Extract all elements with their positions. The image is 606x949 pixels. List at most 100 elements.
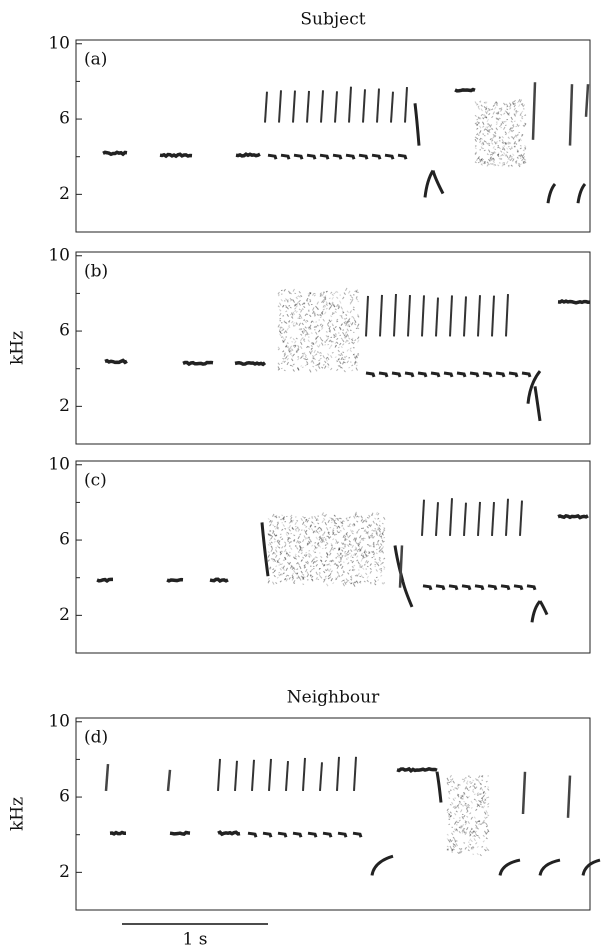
noise-stroke: [321, 300, 324, 303]
noise-stroke: [279, 330, 282, 333]
syllable: [371, 153, 382, 160]
y-tick-label: 2: [59, 605, 70, 625]
noise-stroke: [365, 554, 368, 556]
noise-stroke: [522, 153, 525, 157]
noise-stroke: [333, 333, 336, 337]
noise-stroke: [290, 547, 293, 550]
noise-stroke: [467, 789, 470, 792]
noise-stroke: [285, 345, 288, 348]
noise-stroke: [278, 557, 281, 561]
noise-stroke: [360, 552, 363, 556]
noise-stroke: [519, 153, 522, 158]
noise-stroke: [282, 565, 285, 569]
noise-stroke: [285, 574, 288, 578]
noise-stroke: [380, 543, 383, 546]
syllable: [530, 600, 542, 623]
noise-stroke: [279, 573, 282, 576]
noise-stroke: [478, 820, 481, 823]
noise-stroke: [372, 543, 375, 547]
noise-stroke: [351, 341, 354, 344]
noise-stroke: [378, 529, 381, 533]
y-tick-label: 10: [48, 454, 70, 474]
noise-stroke: [314, 546, 317, 551]
noise-stroke: [291, 320, 294, 324]
noise-stroke: [494, 148, 497, 151]
noise-stroke: [285, 310, 288, 313]
noise-stroke: [457, 786, 460, 790]
noise-stroke: [506, 111, 509, 115]
syllable: [365, 371, 376, 378]
noise-stroke: [269, 529, 272, 533]
noise-stroke: [335, 578, 338, 581]
noise-stroke: [351, 337, 354, 341]
noise-stroke: [292, 288, 295, 292]
noise-stroke: [478, 820, 481, 822]
noise-stroke: [344, 535, 347, 539]
noise-stroke: [474, 151, 477, 155]
noise-stroke: [340, 366, 343, 369]
noise-stroke: [512, 153, 515, 156]
noise-stroke: [503, 102, 506, 106]
syllable: [280, 153, 291, 160]
noise-stroke: [342, 361, 345, 365]
noise-stroke: [289, 299, 292, 302]
noise-stroke: [276, 527, 279, 530]
noise-stroke: [474, 138, 477, 142]
noise-stroke: [380, 562, 383, 566]
noise-stroke: [448, 791, 451, 795]
noise-stroke: [480, 108, 483, 112]
noise-stroke: [495, 101, 498, 104]
noise-stroke: [380, 570, 383, 574]
noise-stroke: [504, 153, 507, 157]
noise-stroke: [336, 525, 339, 529]
noise-stroke: [348, 323, 351, 328]
noise-stroke: [357, 542, 360, 545]
noise-stroke: [524, 158, 527, 161]
noise-stroke: [350, 544, 353, 546]
noise-stroke: [479, 782, 482, 786]
noise-stroke: [353, 523, 356, 527]
noise-stroke: [267, 577, 270, 580]
noise-stroke: [302, 578, 305, 581]
noise-stroke: [363, 549, 366, 553]
noise-stroke: [286, 306, 289, 310]
noise-stroke: [476, 132, 479, 136]
noise-stroke: [345, 335, 348, 339]
noise-stroke: [359, 539, 362, 543]
noise-stroke: [363, 550, 366, 553]
noise-stroke: [356, 574, 359, 577]
noise-stroke: [351, 341, 354, 344]
noise-stroke: [500, 107, 503, 110]
noise-stroke: [521, 116, 524, 118]
noise-stroke: [294, 555, 297, 558]
syllable: [182, 360, 214, 367]
noise-stroke: [474, 161, 477, 164]
syllable: [557, 513, 589, 520]
noise-stroke: [348, 317, 351, 321]
noise-stroke: [277, 366, 280, 370]
noise-stroke: [302, 556, 305, 559]
noise-stroke: [339, 300, 342, 304]
noise-stroke: [473, 793, 476, 796]
noise-stroke: [479, 787, 482, 790]
noise-stroke: [482, 821, 485, 824]
noise-stroke: [291, 577, 294, 581]
noise-stroke: [327, 366, 330, 368]
noise-stroke: [519, 163, 522, 166]
noise-stroke: [489, 153, 492, 156]
noise-stroke: [297, 345, 300, 348]
noise-stroke: [482, 142, 485, 146]
noise-stroke: [336, 575, 339, 579]
syllable: [235, 152, 261, 158]
noise-stroke: [478, 799, 481, 803]
syllable: [491, 295, 495, 337]
noise-stroke: [267, 580, 270, 584]
noise-stroke: [503, 112, 506, 115]
noise-stroke: [455, 843, 458, 847]
noise-stroke: [463, 800, 466, 803]
noise-stroke: [286, 342, 289, 344]
noise-stroke: [272, 530, 275, 534]
syllable: [421, 295, 425, 337]
noise-stroke: [338, 547, 341, 551]
noise-stroke: [317, 531, 320, 535]
